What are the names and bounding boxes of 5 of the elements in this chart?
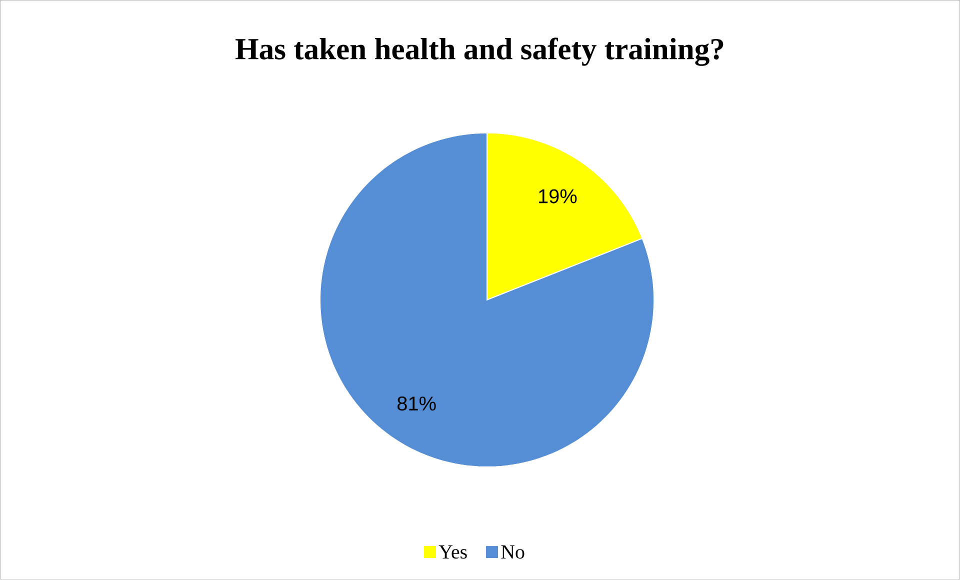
- legend-label: Yes: [438, 546, 467, 559]
- legend-label: No: [501, 546, 524, 559]
- chart-title: Has taken health and safety training?: [236, 38, 724, 66]
- data-label: 19%: [539, 189, 577, 204]
- data-label: 81%: [398, 396, 436, 411]
